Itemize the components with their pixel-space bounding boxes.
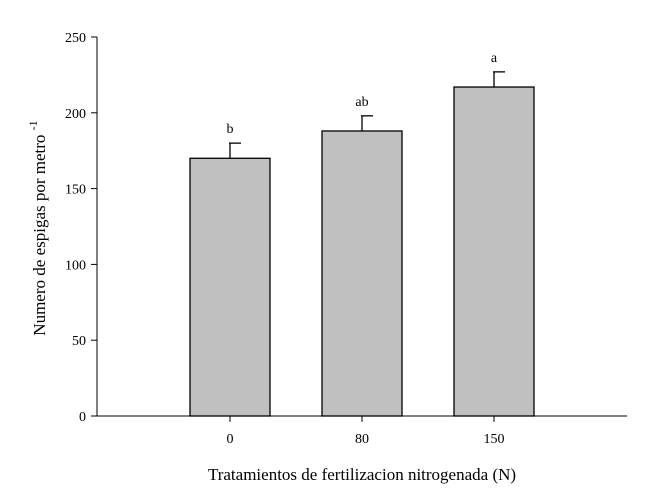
y-tick-label: 0 — [79, 410, 86, 425]
significance-label: b — [227, 122, 234, 137]
y-tick-label: 150 — [65, 183, 86, 198]
x-tick-label: 80 — [355, 432, 369, 447]
significance-label: a — [491, 51, 498, 66]
y-tick-label: 200 — [65, 107, 86, 122]
y-tick-label: 250 — [65, 31, 86, 46]
significance-label: ab — [355, 95, 368, 110]
y-tick-label: 50 — [72, 334, 86, 349]
y-axis-title: Numero de espigas por metro — [30, 135, 49, 336]
x-tick-label: 0 — [227, 432, 234, 447]
bar — [321, 130, 403, 417]
x-tick-label: 150 — [484, 432, 505, 447]
svg-text:Numero de espigas por metro: Numero de espigas por metro -1 — [26, 120, 49, 335]
y-axis-title-group: Numero de espigas por metro -1 — [26, 120, 49, 335]
x-axis-title: Tratamientos de fertilizacion nitrogenad… — [208, 465, 516, 484]
y-axis-title-superscript: -1 — [26, 120, 40, 130]
plot-area: 0 50 100 150 200 250 b 0 ab 80 a 150 — [65, 31, 627, 447]
bar — [189, 157, 271, 417]
y-tick-label: 100 — [65, 258, 86, 273]
bar — [453, 86, 535, 417]
